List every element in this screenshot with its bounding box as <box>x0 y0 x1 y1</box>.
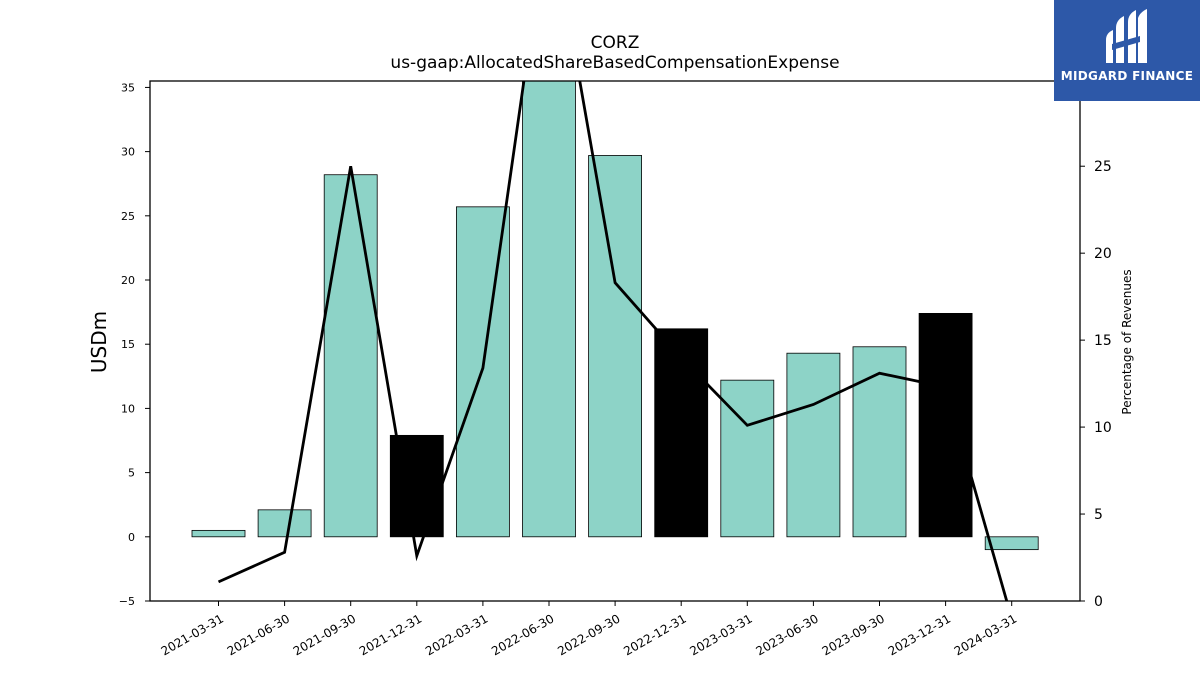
bar-2023-06-30 <box>786 352 841 538</box>
x-tick-label: 2022-06-30 <box>489 611 556 658</box>
x-tick-label: 2024-03-31 <box>952 611 1019 658</box>
y-tick-label: 35 <box>121 81 135 94</box>
y-tick-label: 25 <box>121 210 135 223</box>
y2-axis-ticks: 0 5 10 15 20 25 <box>1080 159 1112 610</box>
y-tick-label: 10 <box>121 402 135 415</box>
bar-2021-03-31 <box>191 529 246 538</box>
logo-text: MIDGARD FINANCE <box>1060 69 1194 83</box>
bar-2024-03-31 <box>984 536 1039 551</box>
y2-tick-label: 25 <box>1094 159 1112 175</box>
y2-tick-label: 5 <box>1094 507 1103 523</box>
y-axis-label: USDm <box>87 311 111 373</box>
x-tick-label: 2023-06-30 <box>753 611 820 658</box>
bar-2023-12-31 <box>918 312 973 538</box>
x-tick-label: 2022-03-31 <box>423 611 490 658</box>
y-tick-label: 20 <box>121 274 135 287</box>
logo-mark-icon <box>1106 9 1147 63</box>
y2-tick-label: 15 <box>1094 333 1112 349</box>
bar-2023-03-31 <box>720 379 775 538</box>
y-tick-label: −5 <box>119 595 135 608</box>
midgard-finance-logo: MIDGARD FINANCE <box>1054 0 1200 101</box>
bar-2022-09-30 <box>588 155 642 538</box>
x-axis-ticks: 2021-03-312021-06-302021-09-302021-12-31… <box>159 601 1019 658</box>
percentage-of-revenues-line <box>217 81 1009 601</box>
y2-tick-label: 20 <box>1094 246 1112 262</box>
y2-axis-label: Percentage of Revenues <box>1120 269 1134 414</box>
y2-tick-label: 10 <box>1094 420 1112 436</box>
y-axis-ticks: −5 0 5 10 15 20 25 30 35 <box>119 81 150 608</box>
chart-subtitle: us-gaap:AllocatedShareBasedCompensationE… <box>390 53 839 73</box>
x-tick-label: 2023-03-31 <box>687 611 754 658</box>
bar-2022-06-30 <box>522 80 576 538</box>
x-tick-label: 2021-06-30 <box>225 611 292 658</box>
x-tick-label: 2022-09-30 <box>555 611 622 658</box>
line-series <box>217 81 1009 601</box>
bar-2022-12-31 <box>654 328 709 538</box>
y-tick-label: 0 <box>128 531 135 544</box>
y-tick-label: 5 <box>128 467 135 480</box>
x-tick-label: 2023-12-31 <box>886 611 953 658</box>
x-tick-label: 2021-12-31 <box>357 611 424 658</box>
x-tick-label: 2021-03-31 <box>159 611 226 658</box>
y-tick-label: 30 <box>121 146 135 159</box>
y2-tick-label: 0 <box>1094 594 1103 610</box>
x-tick-label: 2022-12-31 <box>621 611 688 658</box>
bar-2021-06-30 <box>257 509 312 538</box>
x-tick-label: 2021-09-30 <box>291 611 358 658</box>
bar-series <box>191 80 1039 551</box>
bar-2021-09-30 <box>323 174 378 538</box>
bar-2023-09-30 <box>852 346 907 538</box>
chart-title: CORZ <box>591 33 640 53</box>
x-tick-label: 2023-09-30 <box>820 611 887 658</box>
y-tick-label: 15 <box>121 338 135 351</box>
